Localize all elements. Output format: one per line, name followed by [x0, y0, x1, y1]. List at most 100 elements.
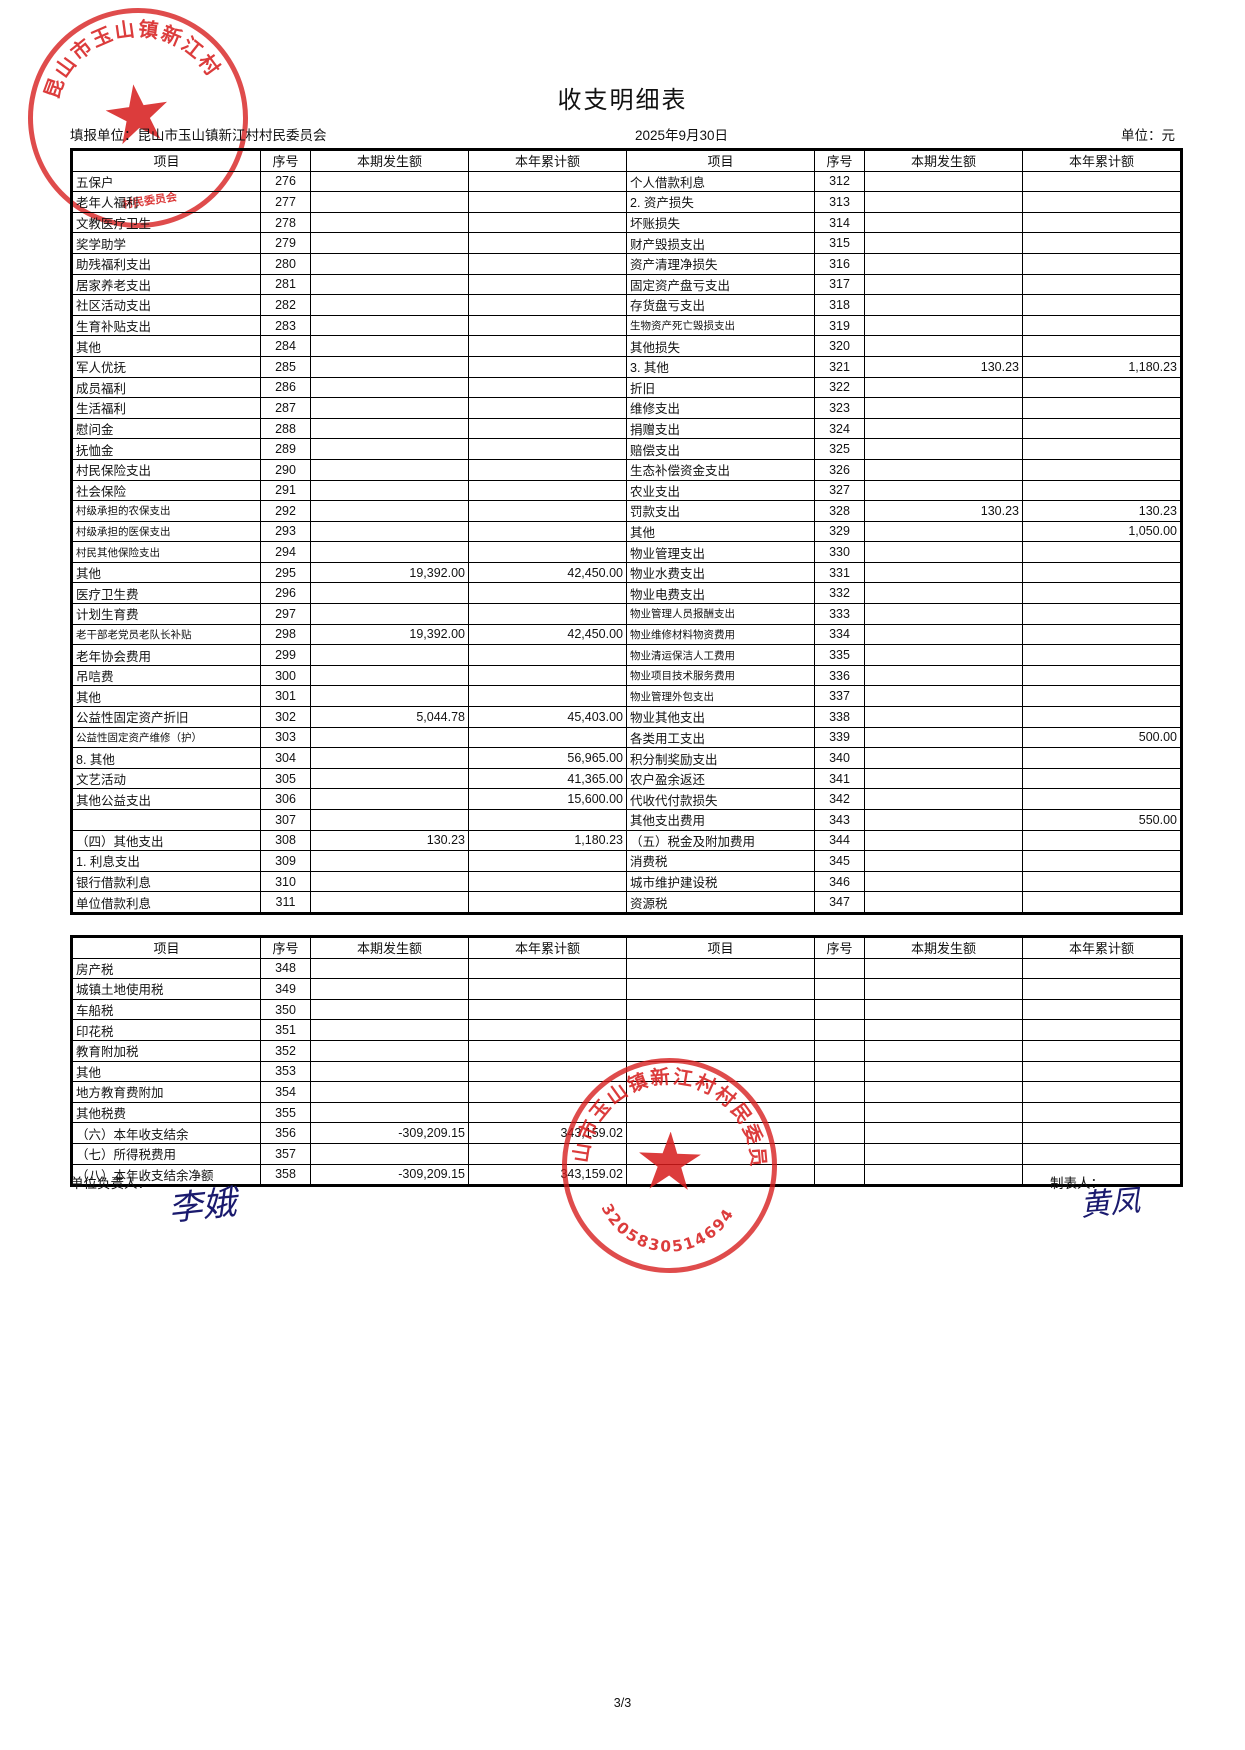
- row-item-left: 奖学助学: [72, 232, 261, 254]
- row-seq-right: 336: [814, 664, 865, 687]
- row-seq-right: 347: [814, 891, 865, 913]
- row-seq-right: [814, 1039, 865, 1062]
- row-ytd-left: [468, 850, 627, 872]
- row-ytd-left: [468, 978, 627, 1000]
- row-item-left: [72, 809, 261, 831]
- row-ytd-left: [468, 170, 627, 193]
- row-item-left: 生活福利: [72, 397, 261, 419]
- row-item-left: 军人优抚: [72, 355, 261, 378]
- row-item-right: 固定资产盘亏支出: [626, 273, 815, 296]
- row-current-right: [864, 191, 1023, 213]
- row-seq-left: 349: [260, 978, 311, 1000]
- table-row: 房产税 348: [72, 957, 1181, 980]
- row-ytd-left: [468, 417, 627, 440]
- row-item-left: 医疗卫生费: [72, 582, 261, 605]
- row-seq-right: [814, 1101, 865, 1124]
- row-seq-left: 285: [260, 355, 311, 378]
- signature-row: 单位负责人： 制表人：: [70, 1172, 1175, 1194]
- row-ytd-right: 1,180.23: [1022, 355, 1181, 378]
- row-item-left: 村级承担的农保支出: [72, 500, 261, 522]
- row-seq-left: 279: [260, 232, 311, 254]
- row-item-left: 其他: [72, 1060, 261, 1083]
- row-current-left: [310, 252, 469, 275]
- row-ytd-left: [468, 397, 627, 419]
- row-ytd-right: [1022, 978, 1181, 1000]
- row-ytd-right: [1022, 664, 1181, 687]
- row-current-right: [864, 397, 1023, 419]
- row-current-right: [864, 623, 1023, 646]
- table-row: （四）其他支出 308 130.23 1,180.23 （五）税金及附加费用 344: [72, 829, 1181, 852]
- row-seq-right: 337: [814, 685, 865, 708]
- row-seq-left: 355: [260, 1101, 311, 1124]
- row-ytd-right: [1022, 998, 1181, 1021]
- row-current-left: [310, 685, 469, 708]
- table-row: 其他 353: [72, 1060, 1181, 1083]
- row-seq-left: 298: [260, 623, 311, 646]
- row-item-left: 地方教育费附加: [72, 1081, 261, 1103]
- main-table: 项目 序号 本期发生额 本年累计额 项目 序号 本期发生额 本年累计额 五保户 2…: [72, 150, 1181, 913]
- col-header-current-right: 本期发生额: [864, 150, 1023, 172]
- row-item-right: 积分制奖励支出: [626, 747, 815, 769]
- table-row: （八）本年收支结余净额 358 -309,209.15 343,159.02: [72, 1163, 1181, 1186]
- row-seq-left: 310: [260, 870, 311, 893]
- unit-head-label: 单位负责人：: [70, 1176, 151, 1191]
- table-row: 8. 其他 304 56,965.00 积分制奖励支出 340: [72, 747, 1181, 769]
- row-item-left: 教育附加税: [72, 1039, 261, 1062]
- table-row: 生育补贴支出 283 生物资产死亡毁损支出 319: [72, 314, 1181, 337]
- row-item-right: 物业项目技术服务费用: [626, 664, 815, 687]
- row-item-left: 文教医疗卫生: [72, 211, 261, 234]
- row-ytd-left: [468, 191, 627, 213]
- row-item-left: 老年人福利: [72, 191, 261, 213]
- row-current-left: [310, 458, 469, 481]
- row-current-left: [310, 314, 469, 337]
- row-seq-right: 333: [814, 603, 865, 625]
- row-ytd-right: [1022, 644, 1181, 666]
- table-row: 文艺活动 305 41,365.00 农户盈余返还 341: [72, 767, 1181, 790]
- row-ytd-left: [468, 726, 627, 749]
- row-seq-left: 356: [260, 1122, 311, 1144]
- row-seq-right: 319: [814, 314, 865, 337]
- row-seq-right: [814, 998, 865, 1021]
- col-header-no-right: 序号: [814, 937, 865, 959]
- row-seq-left: 277: [260, 191, 311, 213]
- row-seq-right: [814, 1060, 865, 1083]
- row-current-right: [864, 603, 1023, 625]
- row-current-left: [310, 978, 469, 1000]
- row-current-left: [310, 170, 469, 193]
- table-row: 老干部老党员老队长补贴 298 19,392.00 42,450.00 物业维修材料物资…: [72, 623, 1181, 646]
- preparer-label: 制表人：: [1050, 1176, 1104, 1191]
- row-current-right: [864, 788, 1023, 810]
- row-current-right: [864, 582, 1023, 605]
- row-seq-left: 286: [260, 376, 311, 399]
- row-seq-right: 342: [814, 788, 865, 810]
- row-seq-left: 350: [260, 998, 311, 1021]
- row-current-left: [310, 1039, 469, 1062]
- row-ytd-right: [1022, 1081, 1181, 1103]
- row-seq-left: 295: [260, 561, 311, 584]
- table-row: 文教医疗卫生 278 坏账损失 314: [72, 211, 1181, 234]
- row-current-left: 19,392.00: [310, 623, 469, 646]
- row-item-left: 车船税: [72, 998, 261, 1021]
- col-header-ytd-left: 本年累计额: [468, 937, 627, 959]
- row-item-left: 居家养老支出: [72, 273, 261, 296]
- col-header-ytd-right: 本年累计额: [1022, 150, 1181, 172]
- table-row: 社区活动支出 282 存货盘亏支出 318: [72, 294, 1181, 316]
- row-seq-left: 280: [260, 252, 311, 275]
- row-ytd-left: [468, 644, 627, 666]
- row-ytd-left: [468, 957, 627, 980]
- reporting-unit: 填报单位：昆山市玉山镇新江村村民委员会: [70, 128, 327, 143]
- row-item-left: 其他: [72, 561, 261, 584]
- col-header-no-right: 序号: [814, 150, 865, 172]
- table-row: 医疗卫生费 296 物业电费支出 332: [72, 582, 1181, 605]
- row-seq-right: 331: [814, 561, 865, 584]
- table-row: 印花税 351: [72, 1019, 1181, 1041]
- row-ytd-left: 56,965.00: [468, 747, 627, 769]
- row-current-left: [310, 850, 469, 872]
- row-item-left: 其他: [72, 685, 261, 708]
- row-seq-right: 324: [814, 417, 865, 440]
- row-ytd-right: [1022, 1163, 1181, 1186]
- row-current-left: [310, 809, 469, 831]
- meta-row: 填报单位：昆山市玉山镇新江村村民委员会 2025年9月30日 单位：元: [70, 124, 1175, 144]
- row-ytd-left: 42,450.00: [468, 623, 627, 646]
- row-current-right: [864, 767, 1023, 790]
